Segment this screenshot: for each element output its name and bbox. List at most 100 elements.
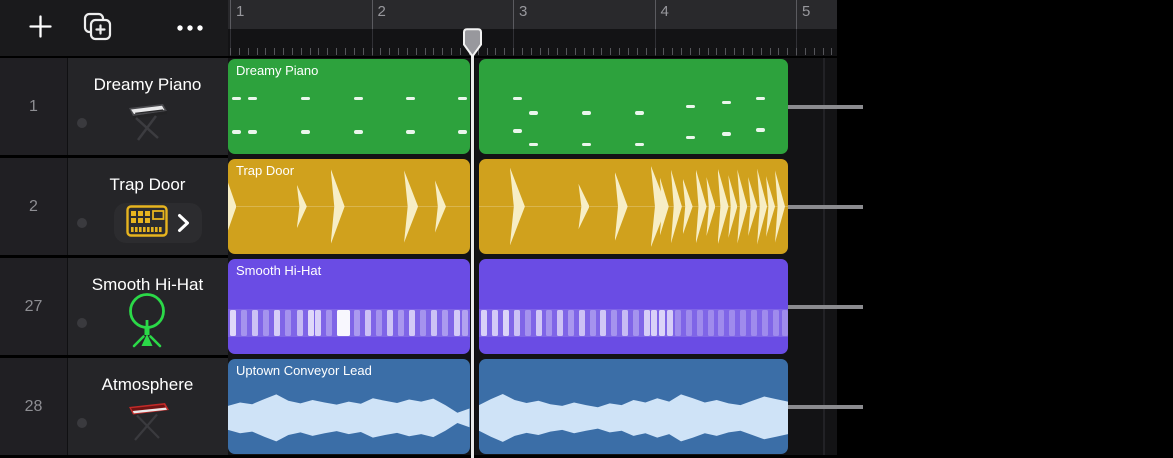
ruler-tick [548,48,550,55]
ruler-tick-band [228,29,837,56]
region-loop-handle[interactable] [788,205,863,209]
ruler-tick [769,48,771,55]
ellipsis-icon [175,21,205,36]
region-dreamy-piano[interactable]: Dreamy Piano [228,59,470,154]
ruler-tick [725,48,727,55]
keyboard-icon [121,96,173,147]
hihat-bar [431,310,438,336]
ruler-tick [636,48,638,55]
track-header-smooth-hi-hat[interactable]: 27 Smooth Hi-Hat [0,258,228,355]
track-status-dot [77,318,87,328]
track-header-atmosphere[interactable]: 28 Atmosphere [0,358,228,455]
ruler-tick [654,48,656,55]
hihat-bar [453,310,460,336]
region-loop-handle[interactable] [788,305,863,309]
midi-note [458,96,468,101]
hihat-bar [386,310,393,336]
plus-icon [27,13,54,43]
region-trap-door[interactable]: Trap Door [228,159,470,254]
track-icon-box [97,292,197,350]
drum-transient [775,170,786,243]
track-name: Trap Door [109,175,186,194]
region-label: Trap Door [236,163,295,178]
midi-note [248,96,258,101]
instrument-detail-button[interactable] [114,203,202,243]
copy-plus-icon [79,9,114,47]
time-ruler[interactable]: 1 2 3 4 5 [228,0,837,58]
track-number: 27 [0,258,68,355]
ruler-tick [291,48,293,55]
ruler-tick [398,48,399,55]
region-uptown-conveyor-lead[interactable]: Uptown Conveyor Lead [228,359,470,454]
midi-note [721,132,731,136]
track-number: 28 [0,358,68,455]
ruler-tick [787,48,789,55]
hihat-bar [274,310,281,336]
region-label: Smooth Hi-Hat [236,263,322,278]
ruler-tick [530,48,532,55]
ruler-tick [459,48,461,55]
ruler-tick [592,48,594,55]
ruler-tick [645,48,647,55]
region-center-line [479,205,788,208]
playhead-handle[interactable] [463,28,482,63]
ruler-tick [610,48,612,55]
ruler-tick [495,48,497,55]
track-header-dreamy-piano[interactable]: 1 Dreamy Piano [0,58,228,155]
drum-transient [682,178,693,235]
hihat-bar [398,310,405,336]
region-smooth-hi-hat[interactable] [479,259,788,354]
drum-transient [670,169,682,244]
hihat-bar [375,310,382,336]
region-dreamy-piano[interactable] [479,59,788,154]
midi-note [529,142,539,146]
bar-number: 1 [236,3,245,20]
drum-transient [728,175,738,238]
hihat-bar [675,310,682,336]
region-smooth-hi-hat[interactable]: Smooth Hi-Hat [228,259,470,354]
ruler-tick [300,48,302,55]
track-header-trap-door[interactable]: 2 Trap Door [0,158,228,255]
region-loop-handle[interactable] [788,105,863,109]
toolbar [0,0,228,56]
hihat-bar [442,310,449,336]
region-loop-handle[interactable] [788,405,863,409]
hihat-bar [567,310,574,336]
hihat-bar [296,310,303,336]
ruler-tick [742,48,744,55]
midi-note [458,130,468,134]
hihat-bar [420,310,427,336]
add-track-button[interactable] [22,0,58,56]
ruler-tick [424,48,426,55]
midi-note [686,135,696,140]
region-trap-door[interactable] [479,159,788,254]
midi-note [232,96,242,101]
ruler-tick [415,48,417,55]
midi-note [354,130,364,134]
track-name: Dreamy Piano [93,75,202,94]
ruler-tick [566,48,568,55]
more-button[interactable] [168,0,212,56]
ruler-tick [283,48,285,55]
ruler-tick [716,48,718,55]
ruler-tick [663,48,665,55]
drum-transient [766,176,776,237]
ruler-tick [813,48,815,55]
bar-number: 2 [377,3,386,20]
hihat-bar [307,310,314,336]
ruler-tick [698,48,700,55]
ruler-tick [751,48,753,55]
ruler-tick [583,48,585,55]
hihat-strip [479,309,788,337]
midi-note [301,130,311,134]
midi-note [635,142,645,146]
ruler-tick [486,48,488,55]
duplicate-button[interactable] [74,0,118,56]
drum-transient [706,177,716,236]
playhead-line[interactable] [471,44,474,458]
ruler-tick [689,48,691,55]
ruler-tick [796,48,797,55]
midi-note [248,130,258,134]
drum-transient [757,168,768,245]
region-atmosphere[interactable] [479,359,788,454]
